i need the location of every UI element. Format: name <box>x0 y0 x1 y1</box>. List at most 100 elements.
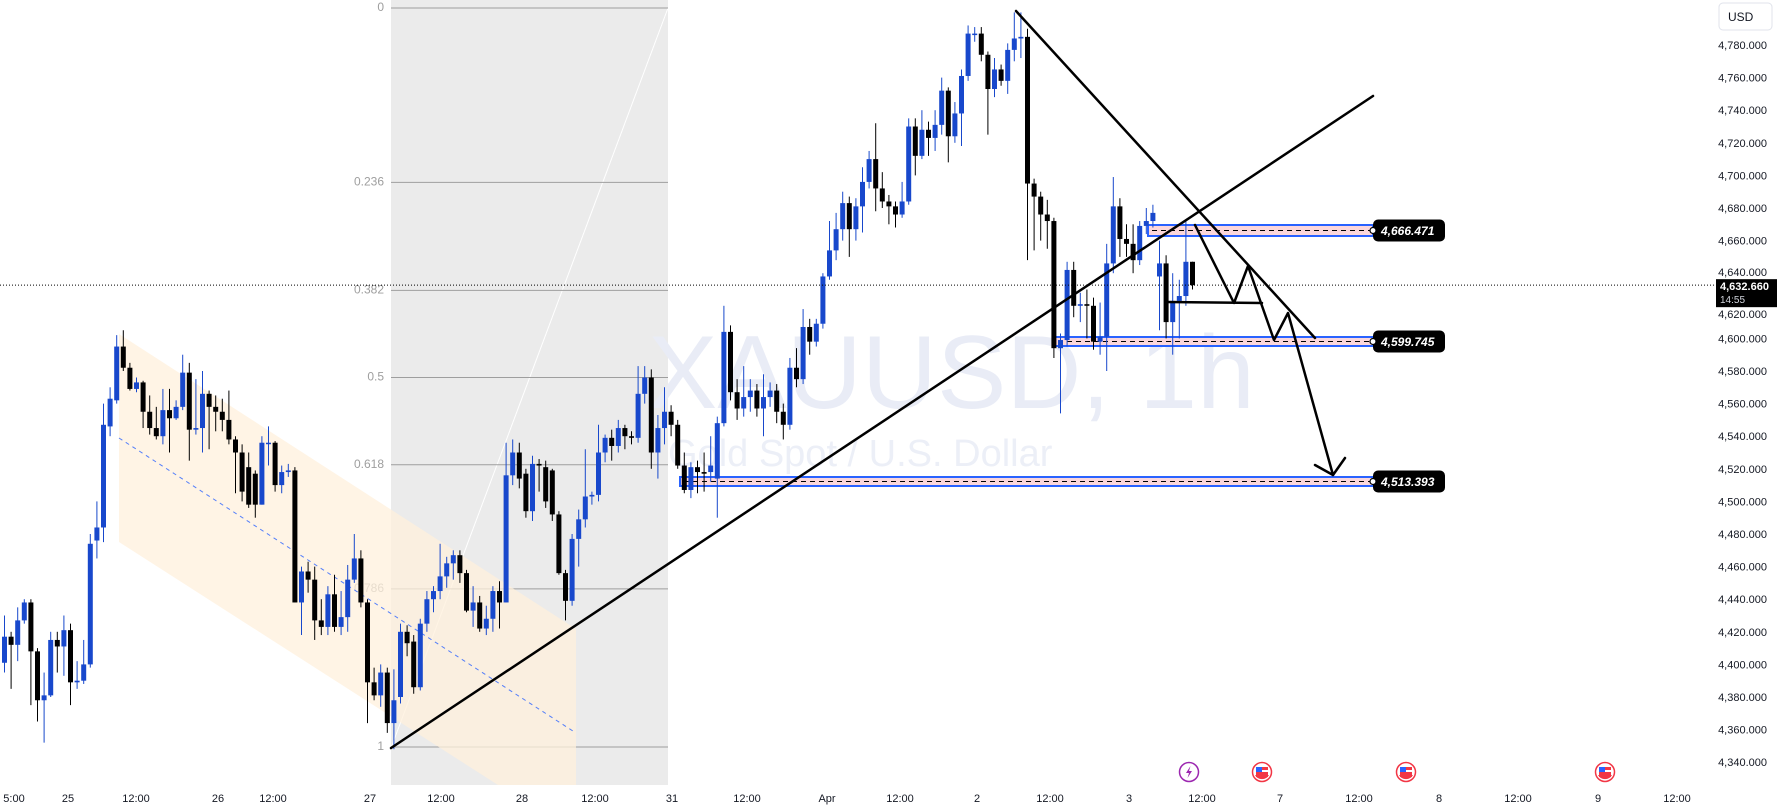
candle <box>741 366 747 417</box>
candle <box>114 335 120 404</box>
candle-body <box>866 159 872 182</box>
candle <box>813 318 819 347</box>
candle <box>140 380 146 429</box>
candle <box>252 470 258 518</box>
price-tick-label: 4,380.000 <box>1718 692 1767 704</box>
zone-price-tag <box>1373 330 1445 353</box>
candle-body <box>477 602 483 629</box>
candle-body <box>28 602 34 652</box>
candle <box>774 384 780 424</box>
candle-body <box>1091 305 1096 342</box>
candle-body <box>662 411 667 429</box>
candle-body <box>107 398 113 427</box>
candle-body <box>510 452 516 476</box>
candle-body <box>483 618 489 629</box>
trend-lines[interactable] <box>389 9 1375 750</box>
candle <box>1157 240 1162 331</box>
candle <box>345 564 351 632</box>
candle-body <box>622 428 628 437</box>
candle-body <box>1190 261 1195 286</box>
price-tick-label: 4,680.000 <box>1718 203 1767 215</box>
candle <box>450 550 456 580</box>
time-tick-label: 31 <box>666 793 678 805</box>
candle <box>153 406 159 440</box>
horizontal-line[interactable] <box>1165 300 1264 305</box>
ascending-trend-line[interactable] <box>389 94 1375 750</box>
candle <box>87 534 93 668</box>
candle-body <box>101 424 106 528</box>
candle <box>1031 178 1037 251</box>
candle-body <box>437 576 443 592</box>
candle-body <box>246 467 252 505</box>
time-axis[interactable]: 5:00 25 12:00 26 12:00 27 12:00 28 12:00 31 12:00 A… <box>3 793 1690 805</box>
event-glyph <box>1599 767 1605 772</box>
candle <box>893 201 898 228</box>
candle-body <box>114 346 120 401</box>
candle <box>1124 224 1129 257</box>
candle-body <box>325 594 331 627</box>
candle-body <box>259 442 265 505</box>
channel-midline <box>118 437 577 734</box>
zone-price-label: 4,666.471 <box>1380 224 1435 238</box>
candle <box>516 442 522 489</box>
candle-body <box>688 467 694 490</box>
candle-body <box>1031 183 1037 197</box>
economic-events[interactable] <box>1178 761 1616 783</box>
candle <box>563 569 568 621</box>
candle <box>1117 198 1123 257</box>
currency-button[interactable] <box>1718 2 1773 31</box>
candle-body <box>497 591 502 603</box>
candle-body <box>708 465 714 473</box>
candle <box>582 449 588 528</box>
candle-body <box>35 651 40 701</box>
candle <box>622 424 628 450</box>
lightning-icon[interactable] <box>1178 761 1200 783</box>
fib-level-label: 1 <box>377 739 384 753</box>
candle <box>81 639 87 684</box>
descending-trend-line[interactable] <box>1014 9 1317 340</box>
us-flag-icon[interactable] <box>1395 761 1417 783</box>
candle <box>695 460 700 494</box>
candle-body <box>1097 336 1103 342</box>
candle-body <box>87 543 93 665</box>
candle-body <box>318 620 324 627</box>
zone-anchor-handle[interactable] <box>1369 477 1377 486</box>
us-flag-icon[interactable] <box>1251 761 1273 783</box>
candle <box>919 110 925 160</box>
candle-body <box>609 437 615 446</box>
candle <box>754 384 760 417</box>
candle <box>833 212 839 261</box>
candle-body <box>338 617 344 627</box>
candle <box>167 388 172 453</box>
candle-body <box>569 538 575 601</box>
candle-body <box>701 472 707 474</box>
event-glyph <box>1186 766 1192 778</box>
zone-anchor-handle[interactable] <box>1369 337 1377 346</box>
candle-body <box>635 393 641 438</box>
candle <box>470 586 476 627</box>
candle-body <box>853 206 859 230</box>
candle <box>120 330 126 371</box>
candle-body <box>794 367 799 380</box>
price-axis[interactable]: USD 4,780.000 4,760.000 4,740.000 4,720.000… <box>1716 2 1777 769</box>
candle-body <box>431 591 436 600</box>
candle-body <box>279 472 285 486</box>
watermark-symbol: XAUUSD, 1h <box>648 315 1255 431</box>
candle <box>879 172 885 208</box>
candle <box>596 424 601 502</box>
candle <box>549 468 555 521</box>
candle-body <box>213 406 219 412</box>
candle-body <box>985 54 991 90</box>
us-flag-icon[interactable] <box>1594 761 1616 783</box>
candle <box>569 534 575 606</box>
candle <box>424 591 430 632</box>
time-tick-label: 12:00 <box>886 793 914 805</box>
candle <box>233 436 238 494</box>
projection-path[interactable] <box>1193 223 1335 477</box>
candle-body <box>754 390 760 409</box>
zone-anchor-handle[interactable] <box>1369 226 1377 235</box>
candle-body <box>714 423 720 479</box>
candle-body <box>1005 49 1011 81</box>
candle <box>1091 297 1096 350</box>
